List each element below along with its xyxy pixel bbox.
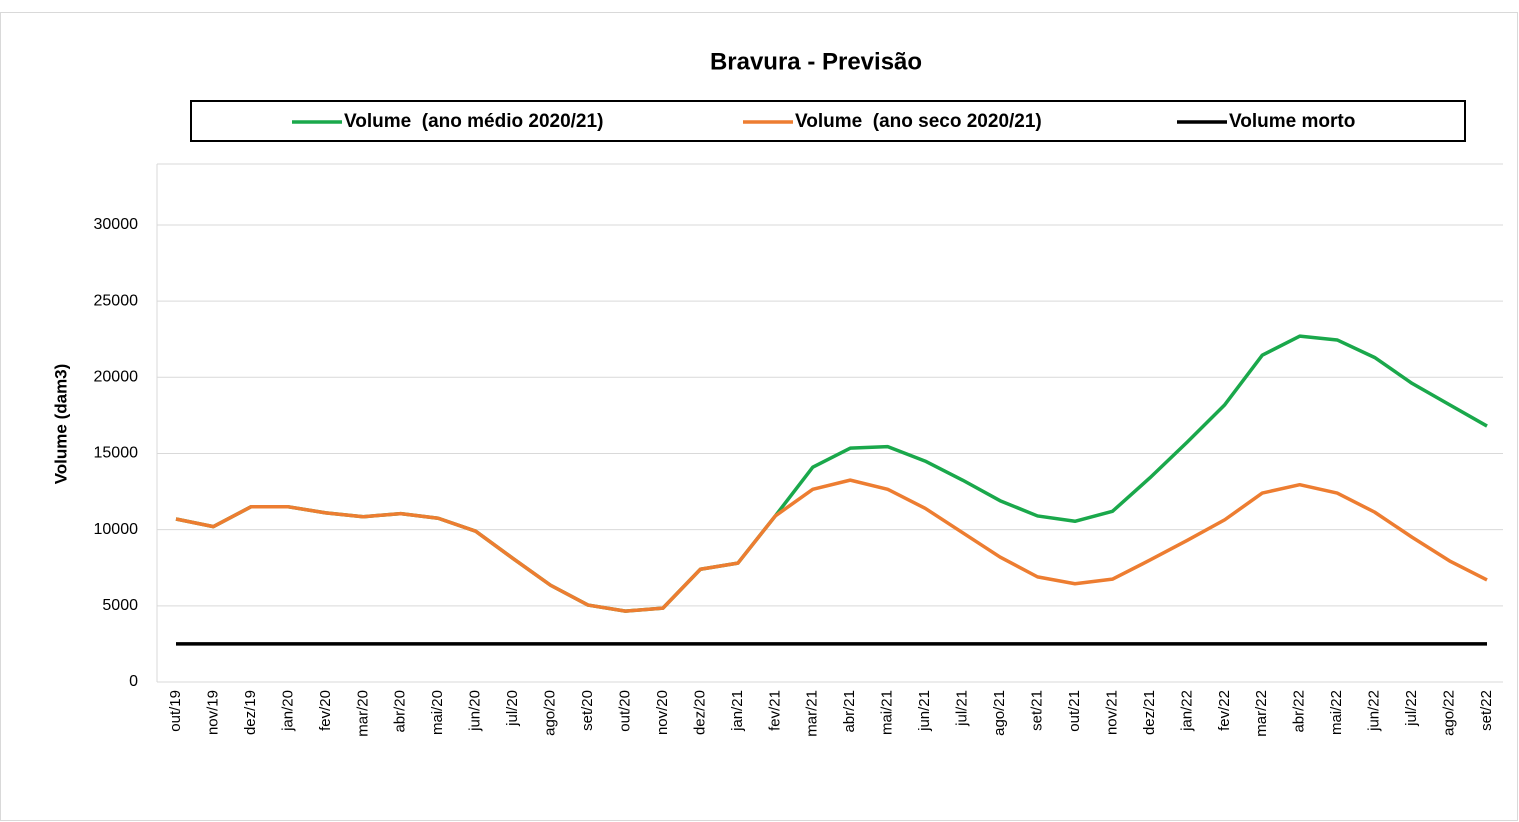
y-tick-label: 10000: [94, 521, 139, 538]
x-tick-label: fev/21: [766, 690, 783, 731]
x-tick-label: jun/22: [1366, 690, 1383, 732]
x-tick-label: ago/21: [991, 690, 1008, 736]
x-tick-label: out/20: [616, 690, 633, 732]
x-tick-label: dez/21: [1141, 690, 1158, 735]
chart-frame: [0, 12, 1518, 821]
x-tick-label: jan/22: [1178, 690, 1195, 732]
x-tick-label: ago/22: [1441, 690, 1458, 736]
x-tick-label: set/20: [579, 690, 596, 731]
y-axis-label: Volume (dam3): [51, 364, 70, 485]
legend-box: [190, 100, 1466, 142]
x-tick-label: jul/20: [504, 690, 521, 727]
x-tick-label: out/21: [1066, 690, 1083, 732]
x-tick-label: dez/20: [691, 690, 708, 735]
x-tick-label: fev/20: [317, 690, 334, 731]
x-tick-label: dez/19: [242, 690, 259, 735]
x-tick-label: mai/21: [879, 690, 896, 735]
x-tick-label: mar/20: [354, 690, 371, 737]
x-tick-label: nov/21: [1103, 690, 1120, 735]
x-tick-label: abr/20: [392, 690, 409, 733]
x-tick-label: jul/22: [1403, 690, 1420, 727]
y-tick-label: 15000: [94, 445, 139, 462]
x-tick-label: nov/19: [204, 690, 221, 735]
x-tick-label: set/21: [1028, 690, 1045, 731]
x-tick-label: fev/22: [1216, 690, 1233, 731]
x-tick-label: jul/21: [954, 690, 971, 727]
y-tick-label: 30000: [94, 216, 139, 233]
legend-label: Volume (ano seco 2020/21): [795, 111, 1042, 132]
legend-label: Volume (ano médio 2020/21): [344, 111, 603, 132]
x-tick-label: jun/21: [916, 690, 933, 732]
x-tick-label: mar/22: [1253, 690, 1270, 737]
y-tick-label: 20000: [94, 369, 139, 386]
x-tick-label: jun/20: [467, 690, 484, 732]
x-tick-label: nov/20: [654, 690, 671, 735]
x-tick-label: mar/21: [804, 690, 821, 737]
x-tick-label: abr/21: [841, 690, 858, 733]
x-tick-label: mai/20: [429, 690, 446, 735]
series-line: [175, 478, 1488, 613]
x-tick-label: abr/22: [1291, 690, 1308, 733]
legend-label: Volume morto: [1229, 111, 1355, 132]
y-tick-label: 5000: [102, 597, 138, 614]
x-tick-label: out/19: [167, 690, 184, 732]
x-tick-label: jan/20: [279, 690, 296, 732]
chart-title: Bravura - Previsão: [710, 48, 922, 75]
x-tick-label: ago/20: [542, 690, 559, 736]
x-tick-label: jan/21: [729, 690, 746, 732]
y-tick-label: 25000: [94, 292, 139, 309]
y-tick-label: 0: [129, 673, 138, 690]
x-tick-label: mai/22: [1328, 690, 1345, 735]
x-tick-label: set/22: [1478, 690, 1495, 731]
